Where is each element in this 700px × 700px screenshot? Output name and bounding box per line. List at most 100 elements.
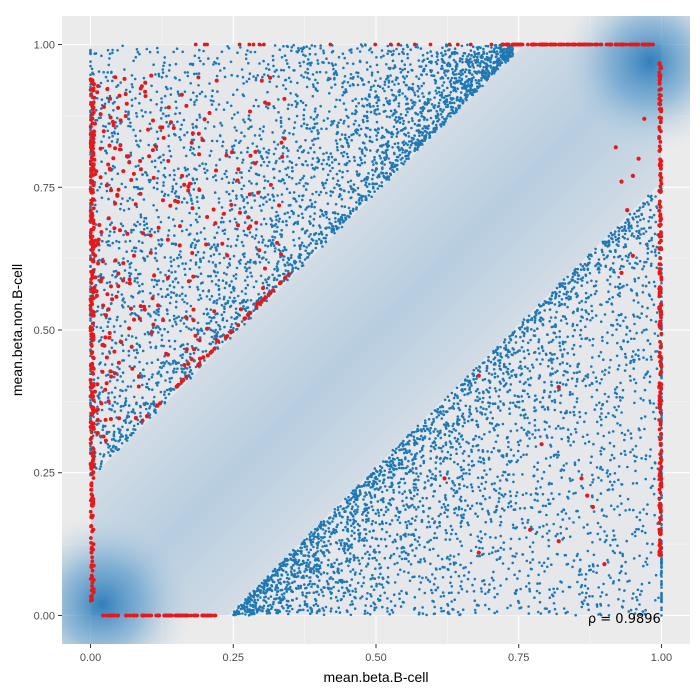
blue-point [546,557,550,560]
blue-point [287,263,290,267]
blue-point [336,148,339,152]
blue-point [178,111,182,115]
blue-point [282,69,286,72]
blue-point [401,151,404,154]
blue-point [521,321,525,324]
blue-point [322,186,326,190]
blue-point [618,551,622,554]
blue-point [366,116,369,119]
blue-point [232,274,236,278]
blue-point [254,98,258,102]
blue-point [95,97,99,100]
blue-point [460,587,464,591]
blue-point [263,73,266,76]
blue-point [286,107,290,111]
blue-point [329,542,332,546]
blue-point [420,114,424,118]
blue-point [121,197,124,200]
blue-point [378,85,382,88]
blue-point [305,246,309,249]
blue-point [302,60,306,64]
blue-point [463,388,467,391]
blue-point [398,555,401,558]
blue-point [492,60,496,64]
blue-point [418,131,422,134]
blue-point [443,398,447,402]
blue-point [209,342,213,346]
blue-point [356,47,359,50]
blue-point [113,396,116,399]
blue-point [177,167,180,170]
blue-point [242,82,245,85]
blue-point [285,173,289,177]
blue-point [340,151,343,155]
blue-point [139,411,142,415]
blue-point [191,177,195,180]
blue-point [488,496,492,499]
blue-point [292,230,295,234]
blue-point [505,463,509,466]
blue-point [308,61,311,65]
blue-point [473,577,477,581]
blue-point [129,121,132,125]
blue-point [498,388,502,392]
blue-point [324,181,327,185]
blue-point [380,161,383,165]
blue-point [159,161,163,164]
blue-point [240,68,244,71]
blue-point [328,226,331,229]
blue-point [317,193,321,197]
blue-point [312,117,316,121]
blue-point [272,140,276,144]
blue-point [229,245,233,248]
blue-point [202,256,205,260]
blue-point [122,233,125,237]
blue-point [356,163,360,167]
blue-point [306,71,310,75]
blue-point [464,68,468,71]
blue-point [230,73,233,77]
blue-point [435,109,439,113]
blue-point [223,232,226,235]
blue-point [384,149,388,153]
blue-point [649,318,653,322]
blue-point [106,79,110,83]
blue-point [475,81,479,85]
blue-point [173,339,177,343]
blue-point [631,532,634,536]
blue-point [550,436,554,439]
blue-point [439,125,443,128]
blue-point [421,133,424,137]
blue-point [176,90,180,93]
blue-point [158,155,162,159]
blue-point [337,218,341,221]
blue-point [440,557,444,561]
blue-point [261,75,264,79]
blue-point [454,60,457,64]
blue-point [153,159,157,163]
blue-point [166,370,169,374]
blue-point [175,300,178,304]
blue-point [383,556,387,560]
blue-point [439,474,443,477]
blue-point [470,464,474,468]
blue-point [184,273,187,277]
blue-point [218,158,222,161]
blue-point [436,430,440,433]
blue-point [195,240,199,243]
blue-point [584,572,588,576]
blue-point [275,265,279,268]
blue-point [108,230,112,233]
blue-point [291,270,294,273]
blue-point [265,286,269,290]
blue-point [137,145,141,148]
blue-point [138,101,141,105]
blue-point [235,238,239,242]
blue-point [366,126,370,130]
blue-point [417,613,421,616]
blue-point [602,582,605,586]
blue-point [189,259,192,262]
blue-point [168,284,172,287]
blue-point [94,108,98,112]
blue-point [332,119,336,123]
